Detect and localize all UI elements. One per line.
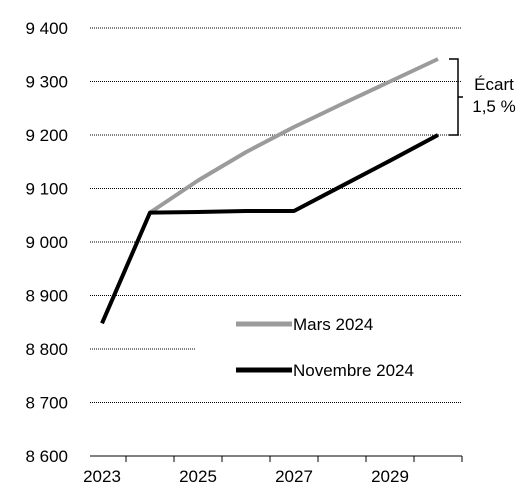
y-tick-label: 8 800 [25, 340, 68, 359]
legend-label-mars-2024: Mars 2024 [293, 315, 373, 334]
x-tick-label: 2025 [179, 467, 217, 486]
x-tick-label: 2023 [83, 467, 121, 486]
series-line-mars-2024 [148, 57, 439, 215]
y-tick-label: 9 200 [25, 126, 68, 145]
y-tick-label: 9 400 [25, 19, 68, 38]
grid-layer [90, 27, 462, 403]
axis-layer [90, 455, 463, 462]
gap-annotation-label: Écart [474, 75, 514, 94]
y-tick-label: 9 300 [25, 73, 68, 92]
gap-annotation-value: 1,5 % [472, 97, 515, 116]
legend-label-novembre-2024: Novembre 2024 [293, 361, 414, 380]
y-tick-label: 9 100 [25, 180, 68, 199]
legend: Mars 2024 Novembre 2024 [236, 315, 414, 380]
x-tick-labels: 2023 2025 2027 2029 [83, 467, 409, 486]
series-line-novembre-2024 [100, 133, 439, 325]
gap-annotation: Écart 1,5 % [449, 58, 516, 136]
y-tick-label: 9 000 [25, 233, 68, 252]
series-layer [100, 57, 439, 325]
y-tick-labels: 8 600 8 700 8 800 8 900 9 000 9 100 9 200 9 300… [25, 19, 68, 466]
y-tick-label: 8 600 [25, 447, 68, 466]
x-tick-label: 2029 [371, 467, 409, 486]
y-tick-label: 8 700 [25, 394, 68, 413]
y-tick-label: 8 900 [25, 287, 68, 306]
x-tick-label: 2027 [275, 467, 313, 486]
gap-bracket [449, 58, 463, 136]
